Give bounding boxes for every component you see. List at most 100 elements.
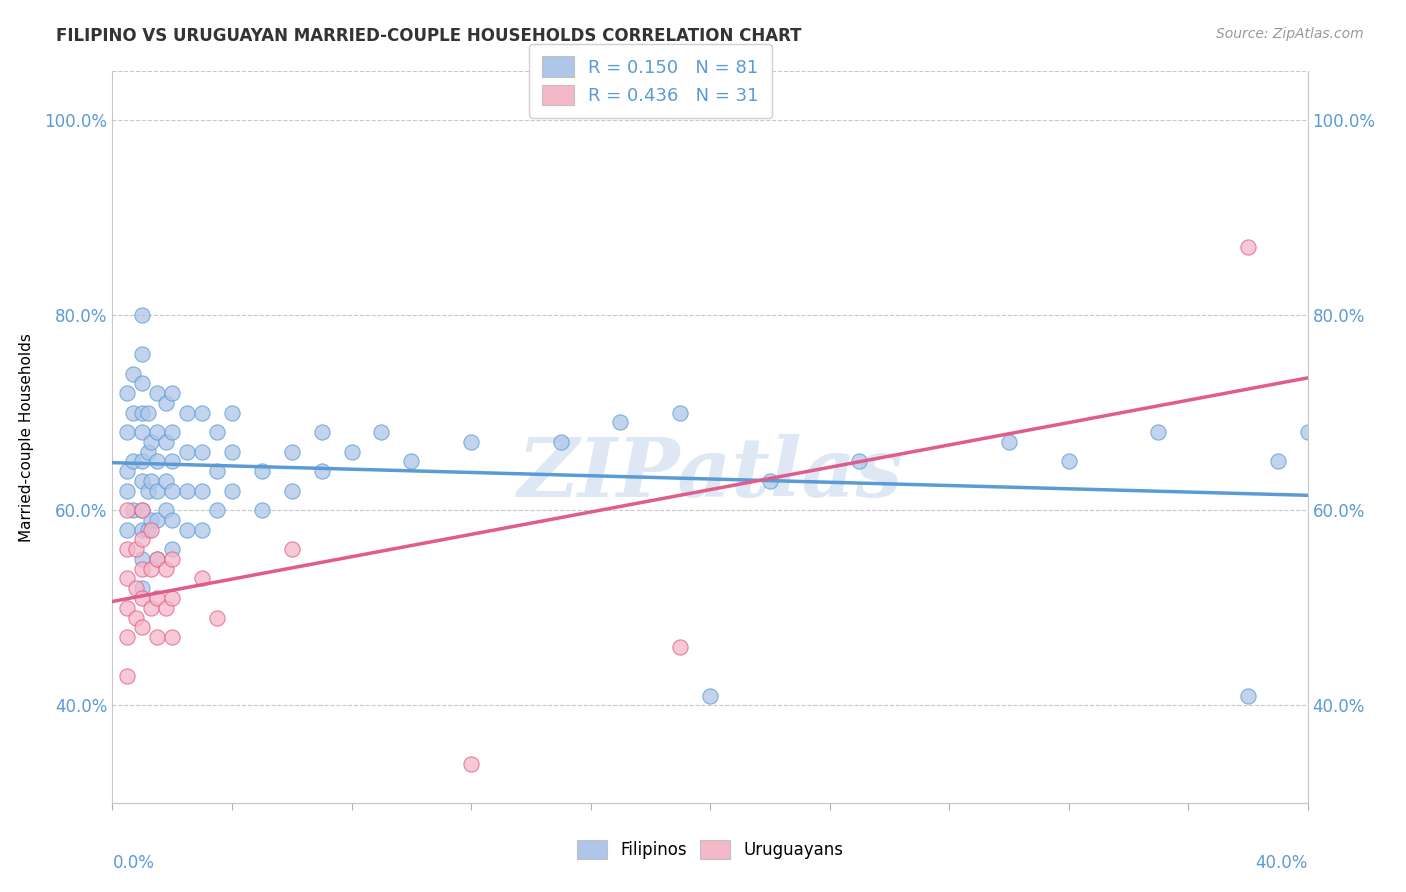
Point xyxy=(281,542,304,557)
Point xyxy=(162,552,183,566)
Point xyxy=(155,396,177,410)
Legend: Filipinos, Uruguayans: Filipinos, Uruguayans xyxy=(568,831,852,868)
Point xyxy=(125,610,148,624)
Point xyxy=(176,483,198,498)
Point xyxy=(141,513,163,527)
Point xyxy=(460,434,482,449)
Point xyxy=(125,542,148,557)
Point xyxy=(162,425,183,440)
Text: 0.0%: 0.0% xyxy=(112,854,155,872)
Point xyxy=(1296,425,1319,440)
Point xyxy=(191,444,214,458)
Point xyxy=(155,474,177,488)
Point xyxy=(205,503,228,517)
Point xyxy=(117,669,139,683)
Point xyxy=(699,689,721,703)
Point xyxy=(141,434,163,449)
Point xyxy=(162,513,183,527)
Point xyxy=(138,444,160,458)
Point xyxy=(122,454,145,468)
Point xyxy=(131,454,153,468)
Text: 40.0%: 40.0% xyxy=(1256,854,1308,872)
Point xyxy=(117,630,139,644)
Point xyxy=(162,386,183,401)
Point xyxy=(146,630,169,644)
Text: FILIPINO VS URUGUAYAN MARRIED-COUPLE HOUSEHOLDS CORRELATION CHART: FILIPINO VS URUGUAYAN MARRIED-COUPLE HOU… xyxy=(56,27,801,45)
Text: ZIPatlas: ZIPatlas xyxy=(517,434,903,514)
Point xyxy=(138,406,160,420)
Point xyxy=(162,630,183,644)
Point xyxy=(162,483,183,498)
Point xyxy=(162,454,183,468)
Point xyxy=(460,756,482,771)
Point xyxy=(176,444,198,458)
Point xyxy=(1237,689,1260,703)
Point xyxy=(205,610,228,624)
Point xyxy=(155,600,177,615)
Point xyxy=(250,464,273,478)
Point xyxy=(848,454,870,468)
Point xyxy=(131,376,153,391)
Point xyxy=(1267,454,1289,468)
Point xyxy=(162,591,183,605)
Point xyxy=(669,406,692,420)
Point xyxy=(122,406,145,420)
Point xyxy=(146,483,169,498)
Point xyxy=(998,434,1021,449)
Point xyxy=(759,474,782,488)
Y-axis label: Married-couple Households: Married-couple Households xyxy=(18,333,34,541)
Point xyxy=(117,572,139,586)
Point xyxy=(191,483,214,498)
Point xyxy=(117,425,139,440)
Point xyxy=(138,483,160,498)
Point xyxy=(131,523,153,537)
Point xyxy=(131,425,153,440)
Point xyxy=(131,620,153,634)
Point xyxy=(609,416,631,430)
Point xyxy=(131,308,153,322)
Point xyxy=(146,513,169,527)
Text: Source: ZipAtlas.com: Source: ZipAtlas.com xyxy=(1216,27,1364,41)
Point xyxy=(191,406,214,420)
Point xyxy=(340,444,363,458)
Point xyxy=(155,503,177,517)
Point xyxy=(141,523,163,537)
Point xyxy=(117,464,139,478)
Point xyxy=(131,406,153,420)
Point xyxy=(141,562,163,576)
Point xyxy=(131,552,153,566)
Point xyxy=(155,562,177,576)
Point xyxy=(141,600,163,615)
Point xyxy=(138,523,160,537)
Point xyxy=(122,367,145,381)
Point xyxy=(131,474,153,488)
Point xyxy=(117,483,139,498)
Point xyxy=(146,552,169,566)
Point xyxy=(131,562,153,576)
Point xyxy=(1237,240,1260,254)
Point xyxy=(131,581,153,595)
Point xyxy=(146,552,169,566)
Point xyxy=(122,503,145,517)
Point xyxy=(550,434,572,449)
Point xyxy=(221,444,243,458)
Point xyxy=(1147,425,1170,440)
Point xyxy=(146,425,169,440)
Point xyxy=(117,542,139,557)
Point xyxy=(221,483,243,498)
Point xyxy=(146,454,169,468)
Point xyxy=(311,425,333,440)
Point xyxy=(401,454,423,468)
Point xyxy=(281,444,304,458)
Point xyxy=(281,483,304,498)
Point xyxy=(131,503,153,517)
Point xyxy=(370,425,392,440)
Point xyxy=(669,640,692,654)
Point xyxy=(117,523,139,537)
Point xyxy=(131,503,153,517)
Point xyxy=(205,464,228,478)
Point xyxy=(146,591,169,605)
Point xyxy=(191,523,214,537)
Point xyxy=(131,347,153,361)
Point xyxy=(311,464,333,478)
